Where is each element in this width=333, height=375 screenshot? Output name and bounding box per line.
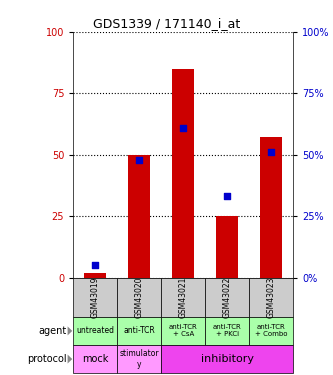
Point (93, 262, 98, 268)
Bar (216, 216, 238, 278)
Text: inhibitory: inhibitory (200, 354, 254, 364)
Text: GSM43021: GSM43021 (178, 276, 188, 318)
Point (224, 194, 230, 200)
Text: anti-TCR
+ Combo: anti-TCR + Combo (255, 324, 287, 338)
Text: stimulator
y: stimulator y (120, 350, 159, 369)
Point (137, 157, 142, 163)
Text: GSM43022: GSM43022 (222, 276, 232, 318)
Text: protocol: protocol (27, 354, 67, 364)
Text: GSM43023: GSM43023 (266, 276, 276, 318)
Text: anti-TCR
+ PKCi: anti-TCR + PKCi (213, 324, 241, 338)
Point (180, 124, 186, 130)
Text: anti-TCR: anti-TCR (123, 326, 155, 335)
Bar (260, 138, 282, 278)
Text: GSM43019: GSM43019 (91, 276, 100, 318)
Text: agent: agent (38, 326, 67, 336)
Text: GDS1339 / 171140_i_at: GDS1339 / 171140_i_at (93, 17, 240, 30)
Text: untreated: untreated (76, 326, 114, 335)
Text: GSM43020: GSM43020 (135, 276, 144, 318)
Bar (84, 273, 106, 278)
Point (268, 149, 274, 155)
Text: mock: mock (82, 354, 109, 364)
Bar (128, 154, 150, 278)
Bar (172, 69, 194, 278)
Text: anti-TCR
+ CsA: anti-TCR + CsA (169, 324, 197, 338)
